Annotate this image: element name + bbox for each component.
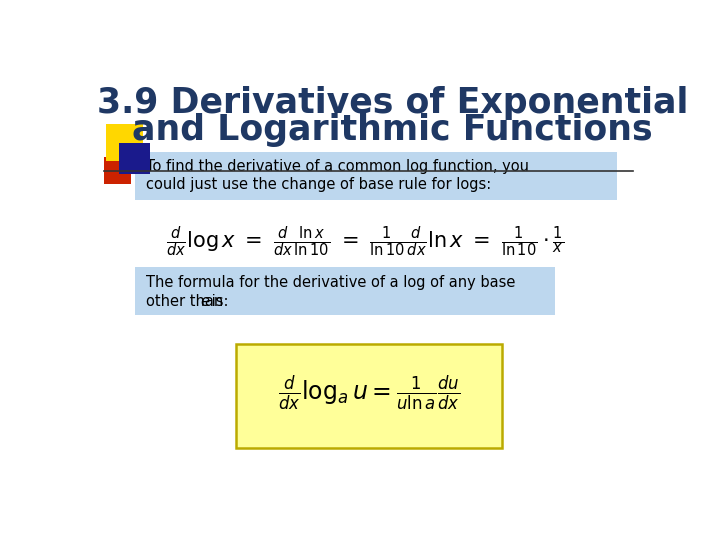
Text: The formula for the derivative of a log of any base: The formula for the derivative of a log … [145,275,516,290]
FancyBboxPatch shape [236,343,502,448]
FancyBboxPatch shape [120,143,150,174]
FancyBboxPatch shape [106,124,143,161]
Text: and Logarithmic Functions: and Logarithmic Functions [132,113,652,147]
Text: 3.9 Derivatives of Exponential: 3.9 Derivatives of Exponential [96,86,688,120]
Text: could just use the change of base rule for logs:: could just use the change of base rule f… [145,177,491,192]
Text: e: e [200,294,209,309]
Text: To find the derivative of a common log function, you: To find the derivative of a common log f… [145,159,528,174]
FancyBboxPatch shape [135,152,617,200]
Text: $\frac{d}{dx}\log x \ = \ \frac{d}{dx}\frac{\ln x}{\ln 10} \ = \ \frac{1}{\ln 10: $\frac{d}{dx}\log x \ = \ \frac{d}{dx}\f… [166,225,564,259]
FancyBboxPatch shape [135,267,555,315]
Text: is:: is: [207,294,228,309]
FancyBboxPatch shape [104,157,131,184]
Text: $\frac{d}{dx}\log_a u = \frac{1}{u\ln a}\frac{du}{dx}$: $\frac{d}{dx}\log_a u = \frac{1}{u\ln a}… [278,374,460,413]
Text: other than: other than [145,294,228,309]
